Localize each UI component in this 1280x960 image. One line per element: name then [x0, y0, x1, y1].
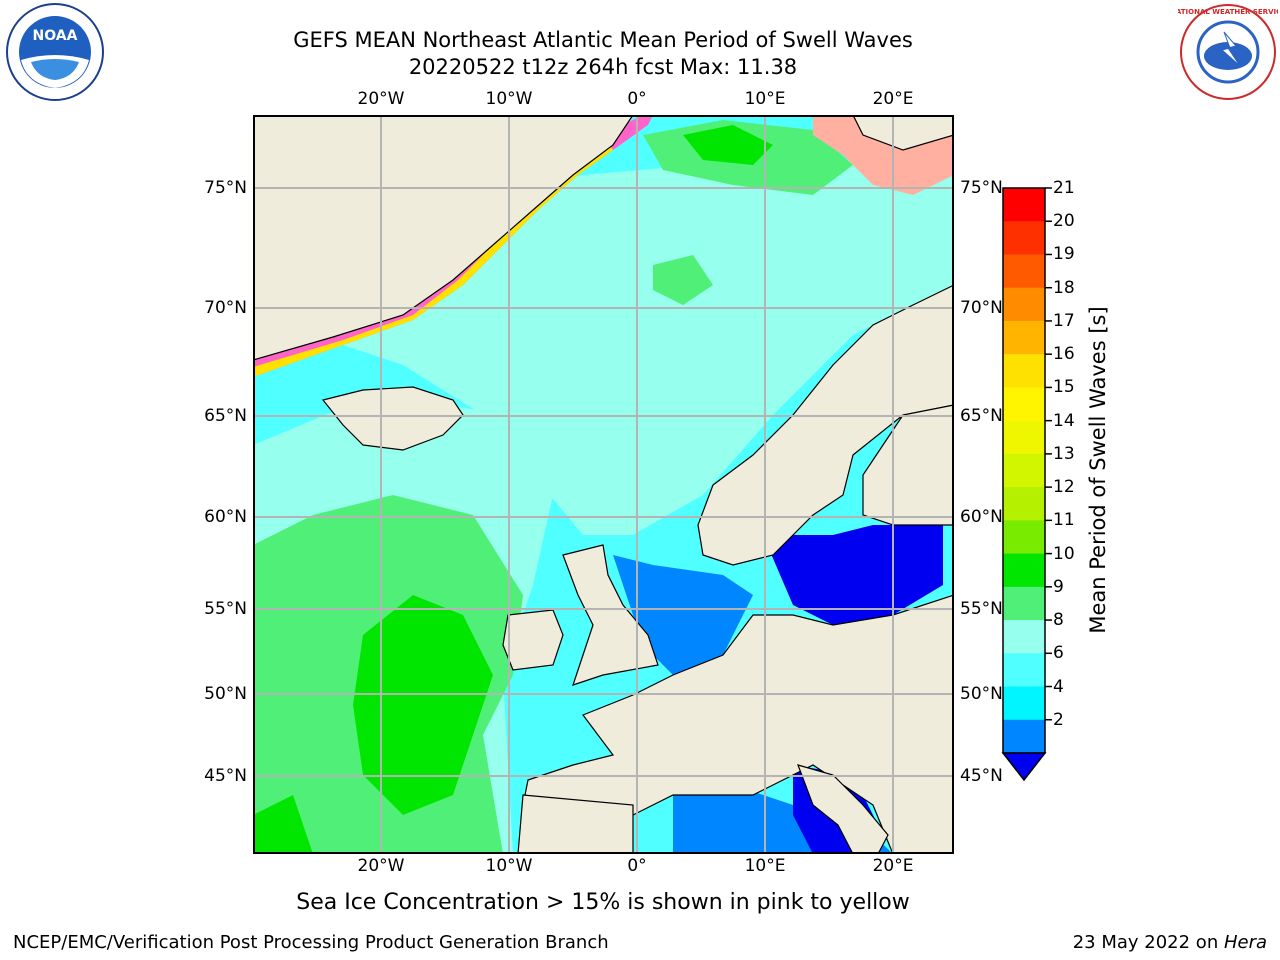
- colorbar-segment: [1003, 188, 1045, 222]
- nws-logo: NATIONAL WEATHER SERVICE: [1170, 2, 1280, 106]
- land-iceland: [321, 386, 464, 451]
- lon-label-top: 20°W: [357, 89, 405, 109]
- noaa-logo: NOAA: [3, 2, 107, 106]
- colorbar: [1001, 187, 1052, 782]
- colorbar-segment: [1003, 354, 1045, 388]
- land-great-britain: [562, 544, 659, 686]
- lat-label-left: 55°N: [204, 599, 247, 619]
- graticule: [253, 115, 954, 854]
- colorbar-tick-label: 6: [1053, 643, 1064, 664]
- footer-date: 23 May 2022 on Hera: [1073, 932, 1267, 953]
- colorbar-tick-label: 19: [1053, 244, 1075, 265]
- colorbar-segment: [1003, 520, 1045, 555]
- lat-label-right: 50°N: [960, 684, 1003, 704]
- lon-label-bottom: 0°: [627, 856, 647, 876]
- lat-label-right: 75°N: [960, 178, 1003, 198]
- lon-label-top: 10°W: [485, 89, 533, 109]
- lon-label-top: 0°: [627, 89, 647, 109]
- lat-label-left: 75°N: [204, 178, 247, 198]
- land-svalbard: [852, 115, 954, 151]
- footer-date-text: 23 May 2022 on: [1072, 932, 1224, 953]
- colorbar-segment: [1003, 620, 1045, 654]
- colorbar-segment: [1003, 586, 1045, 621]
- lon-label-top: 20°E: [872, 89, 914, 109]
- land-italy: [797, 764, 889, 854]
- lon-label-bottom: 20°E: [872, 856, 914, 876]
- map-frame: [253, 115, 954, 854]
- colorbar-extend-arrow: [1001, 752, 1047, 782]
- colorbar-segment: [1003, 387, 1045, 422]
- land-iberia: [517, 794, 634, 854]
- colorbar-segment: [1003, 320, 1045, 355]
- footer-host: Hera: [1223, 932, 1267, 953]
- colorbar-segment: [1003, 453, 1045, 488]
- colorbar-segment: [1003, 686, 1045, 721]
- swell-region-10-11s: [683, 125, 773, 165]
- lat-label-right: 65°N: [960, 406, 1003, 426]
- lat-label-right: 60°N: [960, 507, 1003, 527]
- colorbar-segment: [1003, 719, 1045, 754]
- lon-label-bottom: 20°W: [357, 856, 405, 876]
- land-scandinavia: [697, 284, 954, 566]
- colorbar-tick-label: 17: [1053, 310, 1075, 331]
- colorbar-tick-label: 15: [1053, 377, 1075, 398]
- lon-label-bottom: 10°W: [485, 856, 533, 876]
- colorbar-segment: [1003, 653, 1045, 688]
- footer-credit: NCEP/EMC/Verification Post Processing Pr…: [13, 932, 609, 953]
- colorbar-tick-label: 11: [1053, 510, 1075, 531]
- land-ireland: [502, 609, 564, 671]
- lat-label-left: 65°N: [204, 406, 247, 426]
- colorbar-segment: [1003, 254, 1045, 289]
- nws-logo-text: NATIONAL WEATHER SERVICE: [1178, 8, 1278, 16]
- swell-region-9-10s: [653, 255, 713, 305]
- colorbar-segment: [1003, 487, 1045, 521]
- colorbar-tick-label: 10: [1053, 543, 1075, 564]
- colorbar-tick-label: 14: [1053, 410, 1075, 431]
- colorbar-tick-label: 12: [1053, 477, 1075, 498]
- colorbar-tick-label: 21: [1053, 178, 1075, 198]
- swell-period-map: [253, 115, 954, 854]
- colorbar-tick-label: 8: [1053, 610, 1064, 631]
- colorbar-segment: [1003, 287, 1045, 322]
- colorbar-tick-label: 2: [1053, 709, 1064, 730]
- colorbar-tick-label: 18: [1053, 277, 1075, 298]
- colorbar-segment: [1003, 553, 1045, 588]
- colorbar-tick-label: 13: [1053, 443, 1075, 464]
- map-subtitle-run: 20220522 t12z 264h fcst Max: 11.38: [408, 55, 798, 79]
- colorbar-tick-label: 4: [1053, 676, 1064, 697]
- sea-ice-note: Sea Ice Concentration > 15% is shown in …: [296, 890, 910, 915]
- colorbar-segment: [1003, 221, 1045, 255]
- swell-region-10-11s: [253, 795, 313, 854]
- land-greenland: [253, 115, 634, 361]
- swell-region-10-11s: [353, 595, 493, 815]
- colorbar-tick-label: 9: [1053, 576, 1064, 597]
- colorbar-tick-label: 20: [1053, 211, 1075, 232]
- lat-label-left: 45°N: [204, 766, 247, 786]
- lat-label-left: 70°N: [204, 298, 247, 318]
- swell-region-below-2s: [763, 525, 943, 625]
- lat-label-right: 70°N: [960, 298, 1003, 318]
- lon-label-bottom: 10°E: [744, 856, 786, 876]
- lon-label-top: 10°E: [744, 89, 786, 109]
- lat-label-right: 55°N: [960, 599, 1003, 619]
- colorbar-title: Mean Period of Swell Waves [s]: [1086, 306, 1110, 634]
- colorbar-tick-label: 16: [1053, 344, 1075, 365]
- colorbar-segment: [1003, 420, 1045, 455]
- noaa-logo-text: NOAA: [33, 28, 78, 44]
- lat-label-left: 50°N: [204, 684, 247, 704]
- lat-label-right: 45°N: [960, 766, 1003, 786]
- lat-label-left: 60°N: [204, 507, 247, 527]
- map-title: GEFS MEAN Northeast Atlantic Mean Period…: [293, 28, 913, 52]
